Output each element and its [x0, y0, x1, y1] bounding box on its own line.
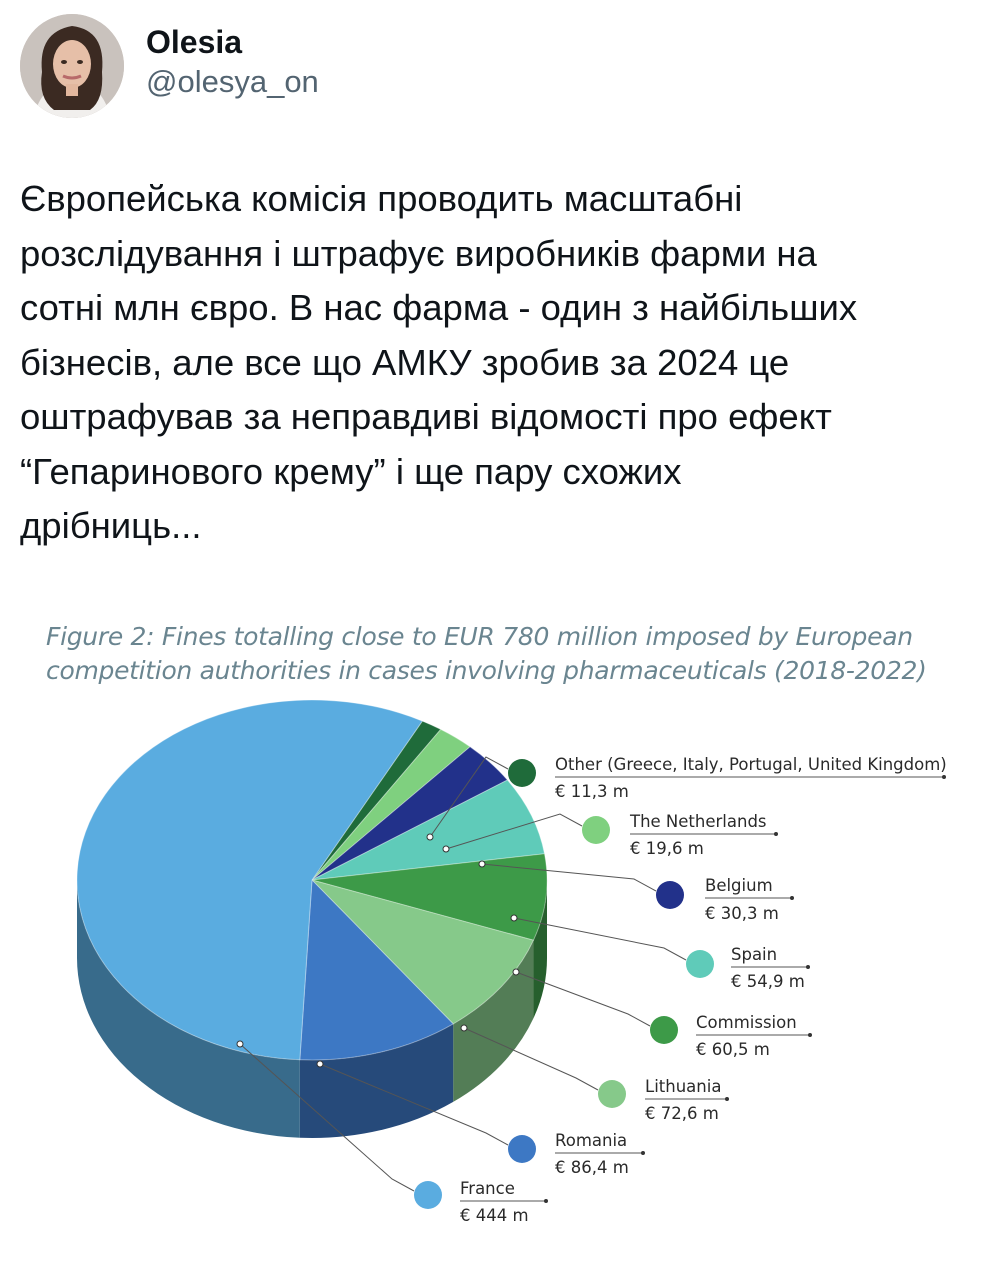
pie-slice-romania — [299, 878, 454, 1061]
slice-value-romania: € 86,4 m — [555, 1158, 629, 1177]
pie-wall-commission — [533, 880, 547, 1019]
label-rule-end-france — [544, 1199, 548, 1203]
slice-value-spain: € 54,9 m — [731, 972, 805, 991]
slice-label-commission: Commission — [696, 1013, 797, 1032]
pie-slice-belgium — [311, 746, 509, 881]
avatar[interactable] — [20, 14, 124, 118]
pie-slice-the-netherlands — [311, 728, 471, 881]
chart-title-line-2: competition authorities in cases involvi… — [46, 656, 927, 685]
slice-label-other-greece-italy-portugal-united-kingdom: Other (Greece, Italy, Portugal, United K… — [555, 755, 947, 774]
chart-title: Figure 2: Fines totalling close to EUR 7… — [46, 620, 946, 688]
slice-label-spain: Spain — [731, 945, 777, 964]
pie-wall-romania — [299, 1023, 454, 1138]
leader-line-belgium — [481, 863, 657, 892]
label-rule-end-lithuania — [725, 1097, 729, 1101]
slice-value-lithuania: € 72,6 m — [645, 1104, 719, 1123]
legend-dot-commission — [650, 1016, 678, 1044]
slice-label-france: France — [460, 1179, 515, 1198]
leader-line-commission — [515, 971, 651, 1027]
pie-wall-france — [77, 880, 300, 1138]
label-rule-end-other-greece-italy-portugal-united-kingdom — [942, 775, 946, 779]
label-rule-end-spain — [806, 965, 810, 969]
pie-labels: Other (Greece, Italy, Portugal, United K… — [236, 755, 947, 1225]
slice-label-lithuania: Lithuania — [645, 1077, 721, 1096]
legend-dot-belgium — [656, 881, 684, 909]
anchor-point-other-greece-italy-portugal-united-kingdom — [426, 833, 434, 841]
anchor-point-belgium — [478, 860, 486, 868]
legend-dot-lithuania — [598, 1080, 626, 1108]
pie-slice-lithuania — [310, 879, 535, 1025]
slice-label-romania: Romania — [555, 1131, 627, 1150]
leader-line-the-netherlands — [445, 813, 583, 850]
pie-slice-other-greece-italy-portugal-united-kingdom- — [311, 720, 442, 881]
slice-value-france: € 444 m — [460, 1206, 529, 1225]
legend-dot-france — [414, 1181, 442, 1209]
label-rule-end-the-netherlands — [774, 832, 778, 836]
tweet-header: Olesia @olesya_on — [20, 14, 319, 118]
anchor-point-the-netherlands — [442, 845, 450, 853]
tweet-text: Європейська комісія проводить масштабні … — [20, 178, 858, 546]
chart-image[interactable]: Figure 2: Fines totalling close to EUR 7… — [0, 600, 982, 1260]
slice-value-other-greece-italy-portugal-united-kingdom: € 11,3 m — [555, 782, 629, 801]
pie-slice-commission — [311, 853, 548, 941]
leader-line-spain — [513, 917, 687, 961]
leader-line-france — [239, 1043, 415, 1192]
anchor-point-spain — [510, 914, 518, 922]
slice-label-belgium: Belgium — [705, 876, 773, 895]
pie-top — [76, 699, 548, 1061]
leader-line-romania — [319, 1063, 509, 1146]
pie-wall-lithuania — [453, 940, 534, 1102]
leader-line-lithuania — [463, 1027, 599, 1091]
legend-dot-romania — [508, 1135, 536, 1163]
anchor-point-commission — [512, 968, 520, 976]
label-rule-end-commission — [808, 1033, 812, 1037]
pie-chart: Other (Greece, Italy, Portugal, United K… — [76, 699, 947, 1225]
legend-dot-other-greece-italy-portugal-united-kingdom — [508, 759, 536, 787]
legend-dot-spain — [686, 950, 714, 978]
slice-value-belgium: € 30,3 m — [705, 904, 779, 923]
leader-line-other-greece-italy-portugal-united-kingdom — [429, 756, 509, 838]
pie-slice-spain — [311, 779, 546, 881]
slice-label-the-netherlands: The Netherlands — [629, 812, 767, 831]
legend-dot-the-netherlands — [582, 816, 610, 844]
slice-value-commission: € 60,5 m — [696, 1040, 770, 1059]
label-rule-end-romania — [641, 1151, 645, 1155]
anchor-point-lithuania — [460, 1024, 468, 1032]
user-handle[interactable]: @olesya_on — [146, 64, 319, 99]
anchor-point-romania — [316, 1060, 324, 1068]
display-name[interactable]: Olesia — [146, 24, 243, 60]
label-rule-end-belgium — [790, 896, 794, 900]
anchor-point-france — [236, 1040, 244, 1048]
pie-slice-france — [76, 699, 424, 1061]
slice-value-the-netherlands: € 19,6 m — [630, 839, 704, 858]
pie-side-walls — [77, 880, 547, 1138]
chart-title-line-1: Figure 2: Fines totalling close to EUR 7… — [46, 622, 913, 651]
